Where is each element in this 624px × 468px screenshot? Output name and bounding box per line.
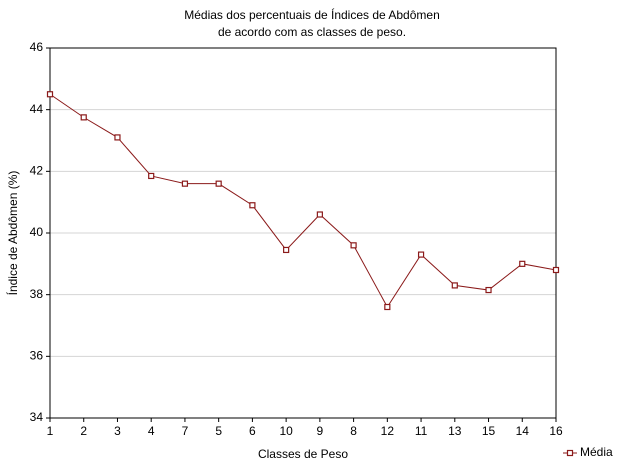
x-tick-label: 13 — [448, 424, 462, 438]
plot-frame — [49, 47, 557, 419]
point-marker — [552, 266, 560, 274]
point-marker — [519, 260, 526, 267]
y-tick-label: 40 — [30, 225, 44, 239]
point-marker — [417, 251, 425, 258]
x-tick-label: 15 — [482, 424, 496, 438]
x-tick-label: 5 — [215, 424, 222, 438]
y-tick-label: 38 — [30, 287, 44, 301]
y-axis-label: Índice de Abdômen (%) — [5, 171, 20, 296]
point-marker — [181, 180, 189, 187]
chart-title: Médias dos percentuais de Índices de Abd… — [184, 7, 440, 22]
point-marker — [451, 282, 458, 289]
x-tick-label: 10 — [279, 424, 293, 438]
y-tick-label: 36 — [30, 349, 44, 363]
x-tick-label: 14 — [516, 424, 530, 438]
x-tick-label: 11 — [415, 424, 428, 438]
point-marker — [485, 286, 492, 294]
x-tick-label: 6 — [249, 424, 256, 438]
legend-label: Média — [580, 445, 613, 459]
chart-title: de acordo com as classes de peso. — [218, 25, 406, 39]
point-marker — [46, 91, 54, 98]
x-tick-label: 4 — [148, 424, 155, 438]
point-marker — [384, 303, 391, 311]
x-axis-label: Classes de Peso — [258, 447, 348, 461]
legend-marker — [566, 449, 574, 457]
point-marker — [215, 180, 222, 187]
y-tick-label: 42 — [30, 164, 44, 178]
x-tick-label: 9 — [317, 424, 324, 438]
point-marker — [148, 172, 155, 180]
x-tick-label: 7 — [182, 424, 189, 438]
y-tick-label: 34 — [30, 410, 44, 424]
y-tick-label: 46 — [30, 40, 44, 54]
x-tick-label: 12 — [381, 424, 395, 438]
x-tick-label: 8 — [350, 424, 357, 438]
point-marker — [350, 242, 357, 249]
x-tick-label: 3 — [114, 424, 121, 438]
x-tick-label: 2 — [80, 424, 87, 438]
series-line — [49, 93, 557, 308]
point-marker — [80, 114, 87, 121]
x-tick-label: 16 — [549, 424, 563, 438]
point-marker — [249, 202, 256, 209]
point-marker — [283, 246, 290, 254]
point-marker — [114, 134, 121, 141]
y-tick-label: 44 — [30, 102, 44, 116]
point-marker — [316, 211, 323, 218]
x-tick-label: 1 — [47, 424, 54, 438]
